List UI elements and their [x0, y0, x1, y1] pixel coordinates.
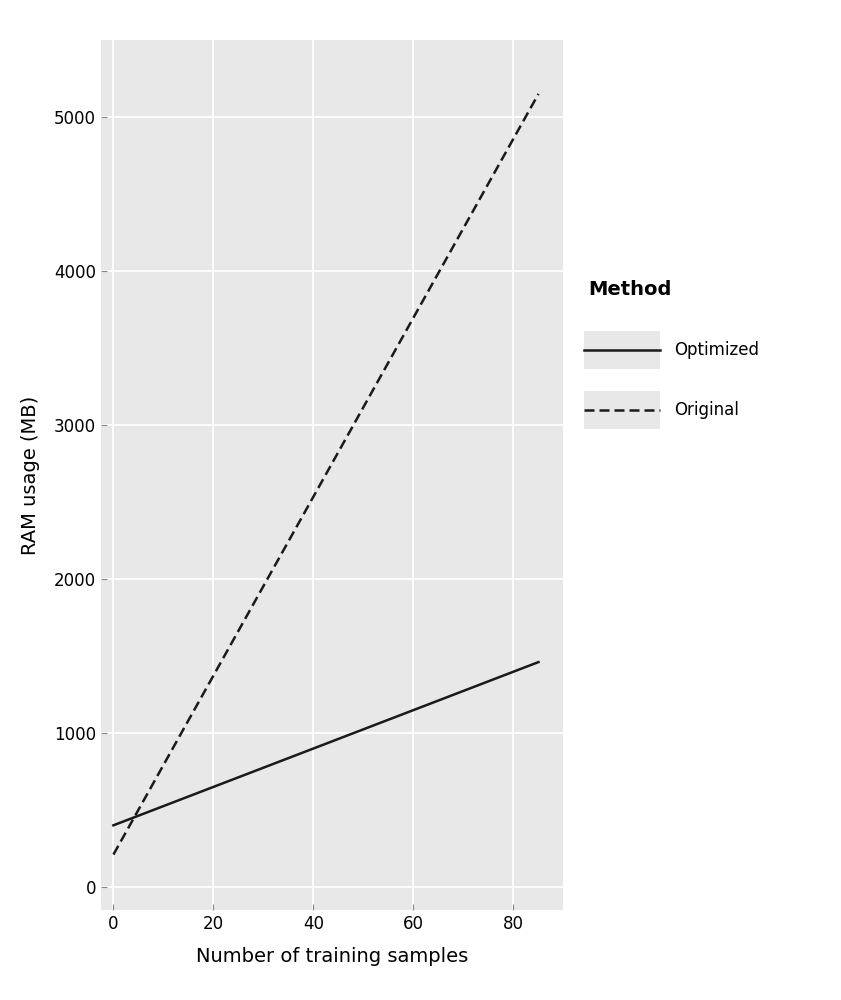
- Text: Original: Original: [674, 401, 739, 419]
- Text: Optimized: Optimized: [674, 341, 759, 359]
- Text: Method: Method: [589, 280, 672, 299]
- Y-axis label: RAM usage (MB): RAM usage (MB): [21, 395, 40, 555]
- X-axis label: Number of training samples: Number of training samples: [196, 947, 468, 966]
